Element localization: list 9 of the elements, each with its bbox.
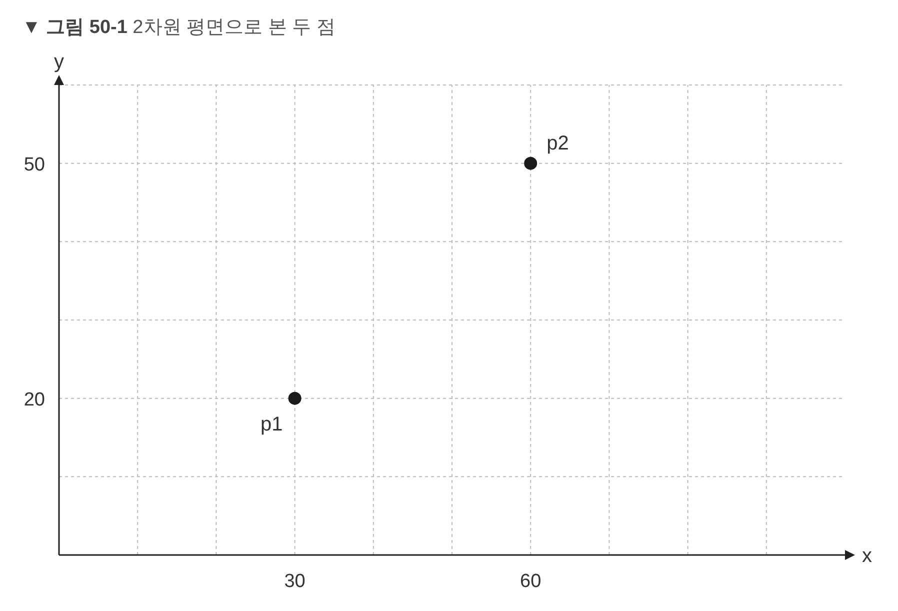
chart-title: ▼ 그림 50-1 2차원 평면으로 본 두 점 (22, 17, 336, 38)
x-axis-title: x (862, 545, 872, 567)
annotation: p1 (260, 413, 283, 436)
x-tick-label: 30 (284, 571, 306, 592)
y-axis-title: y (54, 51, 64, 73)
x-tick-label: 60 (520, 571, 542, 592)
y-tick-label: 50 (24, 154, 45, 176)
annotation: p2 (546, 132, 569, 154)
y-tick-label: 20 (24, 389, 45, 410)
